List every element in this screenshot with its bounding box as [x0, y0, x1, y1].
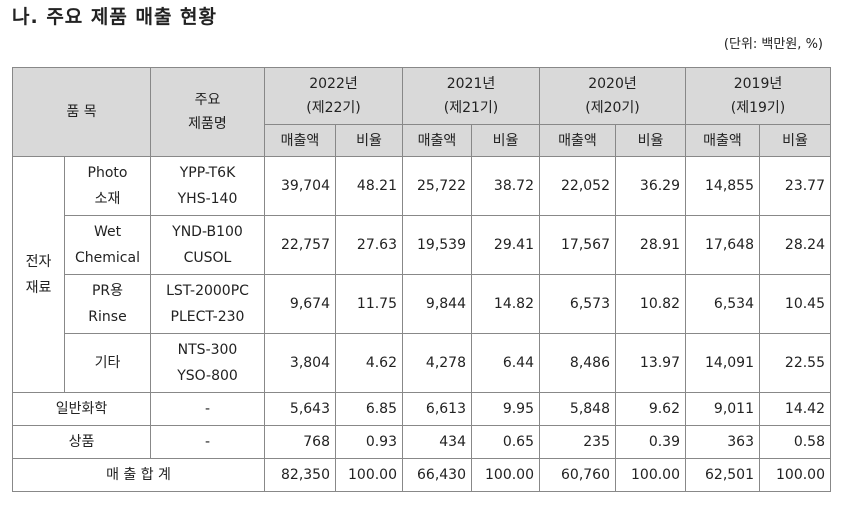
value-cell: 22.55: [759, 333, 831, 393]
value-cell: 39,704: [264, 156, 336, 216]
value-cell: 17,567: [539, 215, 616, 275]
goods-label: 상품: [12, 425, 151, 459]
value-cell: 0.39: [615, 425, 686, 459]
section-title: 나. 주요 제품 매출 현황: [12, 6, 217, 28]
value-cell: 363: [685, 425, 760, 459]
value-cell: 23.77: [759, 156, 831, 216]
header-ratio: 비율: [759, 124, 831, 157]
value-cell: 6,573: [539, 274, 616, 334]
value-cell: 22,757: [264, 215, 336, 275]
group-label: 전자 재료: [12, 156, 65, 393]
header-ratio: 비율: [615, 124, 686, 157]
header-sales: 매출액: [685, 124, 760, 157]
value-cell: 8,486: [539, 333, 616, 393]
product-cell: YPP-T6K YHS-140: [150, 156, 265, 216]
table-row-goods: 상품 - 768 0.93 434 0.65 235 0.39 363 0.58: [12, 425, 831, 459]
category-cell: PR용 Rinse: [64, 274, 151, 334]
header-year-2019: 2019년 (제19기): [685, 67, 831, 125]
table-row-general: 일반화학 - 5,643 6.85 6,613 9.95 5,848 9.62 …: [12, 392, 831, 426]
table-row: PR용 Rinse LST-2000PC PLECT-230 9,674 11.75…: [13, 274, 831, 334]
value-cell: 100.00: [335, 458, 403, 492]
header-year-2021: 2021년 (제21기): [402, 67, 540, 125]
sales-table: 품 목 주요 제품명 2022년 (제22기) 2021년 (제21기) 202…: [12, 67, 831, 492]
value-cell: 0.65: [471, 425, 540, 459]
value-cell: 10.82: [615, 274, 686, 334]
table-row: 전자 재료 Photo 소재 YPP-T6K YHS-140 39,704 48.2…: [12, 156, 831, 393]
header-item: 품 목: [12, 67, 151, 157]
value-cell: 100.00: [471, 458, 540, 492]
value-cell: 5,643: [264, 392, 336, 426]
value-cell: 4,278: [402, 333, 472, 393]
value-cell: 48.21: [335, 156, 403, 216]
product-cell: -: [150, 392, 265, 426]
category-cell: 기타: [64, 333, 151, 393]
value-cell: 28.24: [759, 215, 831, 275]
table-row-total: 매 출 합 계 82,350 100.00 66,430 100.00 60,7…: [12, 458, 831, 492]
value-cell: 4.62: [335, 333, 403, 393]
value-cell: 9.62: [615, 392, 686, 426]
value-cell: 14,091: [685, 333, 760, 393]
value-cell: 14.82: [471, 274, 540, 334]
general-label: 일반화학: [12, 392, 151, 426]
value-cell: 9.95: [471, 392, 540, 426]
category-cell: Wet Chemical: [64, 215, 151, 275]
unit-label: (단위: 백만원, %): [723, 37, 823, 52]
table-row: 기타 NTS-300 YSO-800 3,804 4.62 4,278 6.44 …: [13, 333, 831, 393]
value-cell: 17,648: [685, 215, 760, 275]
value-cell: 9,844: [402, 274, 472, 334]
value-cell: 434: [402, 425, 472, 459]
value-cell: 66,430: [402, 458, 472, 492]
value-cell: 10.45: [759, 274, 831, 334]
total-label: 매 출 합 계: [12, 458, 265, 492]
header-year-2020: 2020년 (제20기): [539, 67, 686, 125]
value-cell: 6.44: [471, 333, 540, 393]
value-cell: 38.72: [471, 156, 540, 216]
table-row: Wet Chemical YND-B100 CUSOL 22,757 27.63 1…: [13, 215, 831, 275]
value-cell: 25,722: [402, 156, 472, 216]
value-cell: 0.93: [335, 425, 403, 459]
category-cell: Photo 소재: [64, 156, 151, 216]
value-cell: 28.91: [615, 215, 686, 275]
value-cell: 5,848: [539, 392, 616, 426]
value-cell: 82,350: [264, 458, 336, 492]
value-cell: 29.41: [471, 215, 540, 275]
value-cell: 62,501: [685, 458, 760, 492]
value-cell: 100.00: [615, 458, 686, 492]
header-year-2022: 2022년 (제22기): [264, 67, 403, 125]
value-cell: 235: [539, 425, 616, 459]
value-cell: 22,052: [539, 156, 616, 216]
header-ratio: 비율: [471, 124, 540, 157]
product-cell: YND-B100 CUSOL: [150, 215, 265, 275]
value-cell: 768: [264, 425, 336, 459]
value-cell: 19,539: [402, 215, 472, 275]
header-sales: 매출액: [539, 124, 616, 157]
value-cell: 9,674: [264, 274, 336, 334]
value-cell: 9,011: [685, 392, 760, 426]
header-sales: 매출액: [264, 124, 336, 157]
subheader-row: 매출액 비율 매출액 비율 매출액 비율 매출액 비율: [13, 124, 831, 157]
value-cell: 60,760: [539, 458, 616, 492]
value-cell: 100.00: [759, 458, 831, 492]
value-cell: 27.63: [335, 215, 403, 275]
header-product: 주요 제품명: [150, 67, 265, 157]
value-cell: 14.42: [759, 392, 831, 426]
header-row: 품 목 주요 제품명 2022년 (제22기) 2021년 (제21기) 202…: [12, 67, 831, 157]
header-sales: 매출액: [402, 124, 472, 157]
header-ratio: 비율: [335, 124, 403, 157]
product-cell: LST-2000PC PLECT-230: [150, 274, 265, 334]
product-cell: -: [150, 425, 265, 459]
value-cell: 14,855: [685, 156, 760, 216]
value-cell: 3,804: [264, 333, 336, 393]
value-cell: 13.97: [615, 333, 686, 393]
value-cell: 6.85: [335, 392, 403, 426]
value-cell: 0.58: [759, 425, 831, 459]
value-cell: 11.75: [335, 274, 403, 334]
product-cell: NTS-300 YSO-800: [150, 333, 265, 393]
value-cell: 36.29: [615, 156, 686, 216]
value-cell: 6,613: [402, 392, 472, 426]
value-cell: 6,534: [685, 274, 760, 334]
